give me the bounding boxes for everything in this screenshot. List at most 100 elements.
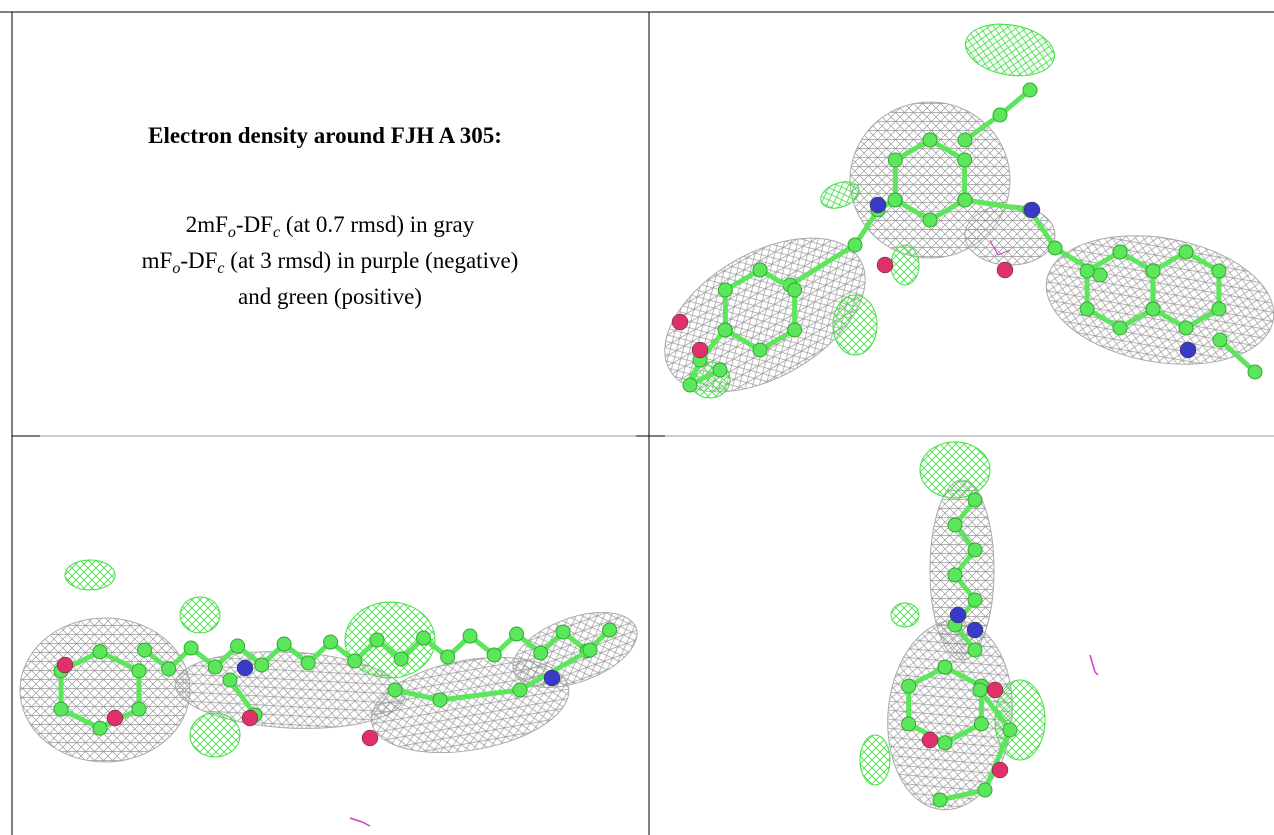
bond [939, 688, 1013, 803]
atom [682, 377, 698, 393]
atom [1079, 301, 1095, 317]
atom [887, 152, 903, 168]
bond [788, 197, 897, 288]
atom [222, 672, 238, 688]
atom [512, 682, 528, 698]
negative-mesh [989, 239, 1011, 256]
atom [276, 636, 292, 652]
atom [416, 630, 432, 646]
difference-mesh [179, 596, 221, 634]
difference-mesh [859, 734, 891, 786]
atom [957, 152, 973, 168]
atom [393, 651, 409, 667]
text: mF [142, 248, 173, 273]
caption-title: Electron density around FJH A 305: [148, 123, 502, 148]
atom [986, 681, 1004, 699]
atom [671, 313, 689, 331]
atom [486, 647, 502, 663]
atom [131, 663, 147, 679]
atom [1178, 320, 1194, 336]
atom [967, 642, 983, 658]
bond [964, 197, 1102, 278]
difference-mesh [189, 712, 241, 758]
atom [1211, 301, 1227, 317]
atom [236, 659, 254, 677]
atom [847, 237, 863, 253]
difference-mesh [890, 244, 920, 286]
subscript: o [172, 260, 180, 277]
difference-mesh [344, 601, 436, 679]
atom [241, 709, 259, 727]
atom [967, 542, 983, 558]
atom [937, 735, 953, 751]
bond [1218, 338, 1257, 374]
text: and green (positive) [238, 284, 422, 309]
atom [1002, 722, 1018, 738]
atom [691, 341, 709, 359]
atom [92, 644, 108, 660]
difference-mesh [919, 441, 991, 499]
atom [947, 567, 963, 583]
atom [137, 642, 153, 658]
atom [432, 692, 448, 708]
density-mesh [664, 237, 866, 393]
atom [1112, 244, 1128, 260]
atom [131, 701, 147, 717]
atom [901, 678, 917, 694]
atom [361, 729, 379, 747]
atom [543, 669, 561, 687]
atom [991, 761, 1009, 779]
difference-mesh [832, 294, 878, 356]
atom [1212, 332, 1228, 348]
density-mesh [370, 656, 570, 754]
subscript: c [217, 260, 224, 277]
bond [394, 647, 592, 703]
atom [53, 701, 69, 717]
atom [1092, 267, 1108, 283]
atom [921, 731, 939, 749]
atom [1112, 320, 1128, 336]
atom [254, 657, 270, 673]
atom [787, 282, 803, 298]
atom [876, 256, 894, 274]
atom [207, 659, 223, 675]
atom [949, 606, 967, 624]
bond [687, 328, 727, 388]
text: 2mF [186, 212, 228, 237]
atom [996, 261, 1014, 279]
atom [992, 107, 1008, 123]
atom [717, 322, 733, 338]
atom [1023, 201, 1041, 219]
atom [183, 640, 199, 656]
atom [533, 645, 549, 661]
text: (at 3 rmsd) in purple (negative) [225, 248, 519, 273]
atom [582, 642, 598, 658]
atom [887, 192, 903, 208]
atom [509, 626, 525, 642]
atom [323, 634, 339, 650]
atom [106, 709, 124, 727]
atom [1179, 341, 1197, 359]
text: (at 0.7 rmsd) in gray [280, 212, 475, 237]
atom [973, 716, 989, 732]
subscript: o [228, 224, 236, 241]
atom [1211, 263, 1227, 279]
atom [602, 622, 618, 638]
text: -DF [236, 212, 273, 237]
atom [555, 624, 571, 640]
atom [712, 362, 728, 378]
atom [387, 682, 403, 698]
atom [1079, 263, 1095, 279]
atom [1022, 82, 1038, 98]
atom [869, 196, 887, 214]
atom [347, 653, 363, 669]
subscript: c [273, 224, 280, 241]
difference-mesh [964, 23, 1056, 77]
caption-line: 2mFo-DFc (at 0.7 rmsd) in gray [186, 212, 475, 241]
atom [967, 592, 983, 608]
atom [937, 659, 953, 675]
atom [957, 192, 973, 208]
